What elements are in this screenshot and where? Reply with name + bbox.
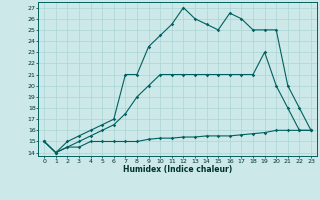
X-axis label: Humidex (Indice chaleur): Humidex (Indice chaleur) — [123, 165, 232, 174]
